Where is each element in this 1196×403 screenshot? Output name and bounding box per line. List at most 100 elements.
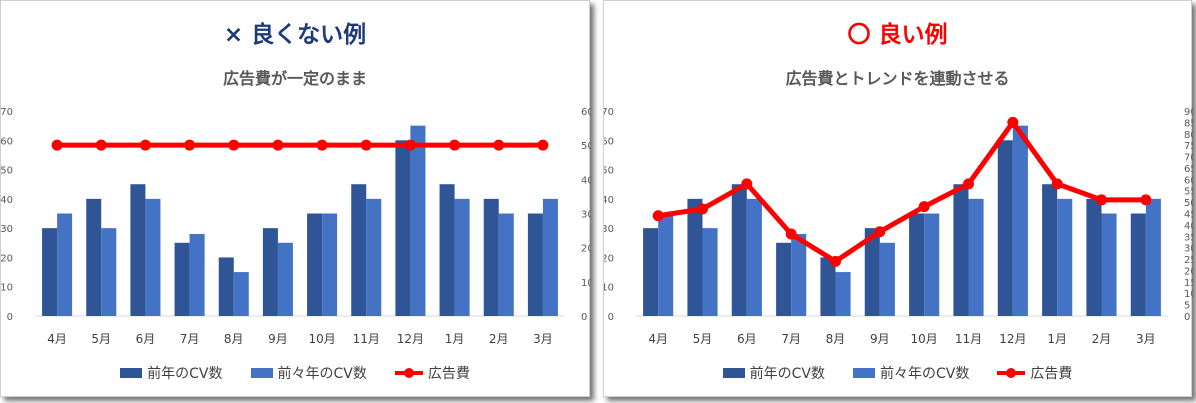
- ad-cost-point: [184, 139, 196, 151]
- chart-subtitle: 広告費とトレンドを連動させる: [785, 69, 1010, 88]
- ad-cost-point: [963, 178, 974, 190]
- y-tick-label: 0: [7, 312, 13, 323]
- x-tick-label: 7月: [180, 332, 200, 346]
- bar-prev-year: [1130, 213, 1146, 316]
- bar-two-years-ago: [1057, 198, 1073, 316]
- y2-tick-label: 20: [1184, 266, 1193, 277]
- x-tick-label: 8月: [826, 332, 846, 346]
- x-tick-label: 4月: [47, 332, 67, 346]
- legend-swatch-prev-year: [120, 368, 143, 378]
- x-tick-label: 12月: [397, 332, 424, 346]
- y2-tick-label: 10: [581, 278, 591, 289]
- ad-cost-point: [741, 178, 753, 190]
- bar-prev-year: [527, 213, 543, 316]
- bar-prev-year: [130, 184, 146, 316]
- x-tick-label: 10月: [308, 332, 335, 346]
- bar-two-years-ago: [454, 198, 470, 316]
- y-tick-label: 10: [1, 283, 13, 294]
- y2-tick-label: 65: [1184, 164, 1193, 175]
- y2-tick-label: 90: [1184, 107, 1193, 118]
- legend-label: 前々年のCV数: [880, 366, 970, 382]
- ad-cost-point: [272, 139, 284, 151]
- ad-cost-point: [1140, 194, 1152, 206]
- ad-cost-point: [316, 139, 328, 151]
- bar-prev-year: [687, 198, 703, 316]
- bar-two-years-ago: [498, 213, 514, 316]
- bar-line-chart: 0 10 20 30 40 50 60 70 0 10 20 30 40 50 60 4月 5月 6月 7月 8月 9月…: [1, 107, 591, 346]
- y2-tick-label: 60: [581, 107, 591, 118]
- bar-two-years-ago: [233, 272, 249, 316]
- bar-prev-year: [262, 228, 278, 316]
- bar-prev-year: [864, 228, 880, 316]
- bar-prev-year: [218, 257, 234, 316]
- y2-tick-label: 60: [1184, 175, 1193, 186]
- bar-two-years-ago: [189, 234, 205, 316]
- ad-cost-point: [1051, 178, 1063, 190]
- y2-tick-label: 0: [1184, 312, 1190, 323]
- bar-two-years-ago: [322, 213, 338, 316]
- bar-two-years-ago: [924, 213, 940, 316]
- bar-prev-year: [820, 257, 836, 316]
- y2-tick-label: 45: [1184, 210, 1193, 221]
- legend-item-two-years-ago: 前々年のCV数: [250, 363, 367, 383]
- ad-cost-point: [360, 139, 372, 151]
- chart-panel-bad-example: × 良くない例 広告費が一定のまま 0 10 20 30 40 50 60 70 0 10 20 30…: [0, 0, 591, 397]
- bar-two-years-ago: [1145, 198, 1161, 316]
- bar-two-years-ago: [1012, 125, 1028, 317]
- bar-two-years-ago: [366, 198, 382, 316]
- bar-two-years-ago: [101, 228, 117, 316]
- bar-two-years-ago: [879, 242, 895, 316]
- bar-prev-year: [776, 242, 792, 316]
- ad-cost-point: [228, 139, 240, 151]
- ad-cost-point: [830, 255, 841, 267]
- bar-two-years-ago: [57, 213, 73, 316]
- y2-tick-label: 30: [581, 210, 591, 221]
- bar-prev-year: [1042, 184, 1058, 316]
- bar-two-years-ago: [968, 198, 984, 316]
- y-tick-label: 60: [1, 136, 13, 147]
- y-tick-label: 30: [1, 224, 13, 235]
- chart-panel-good-example: 〇 良い例 広告費とトレンドを連動させる 0102030405060700510…: [603, 0, 1193, 397]
- bar-two-years-ago: [658, 213, 674, 316]
- ad-cost-point: [697, 203, 708, 215]
- y2-tick-label: 25: [1184, 255, 1193, 266]
- x-tick-label: 9月: [870, 332, 890, 346]
- y-tick-label: 50: [604, 166, 614, 177]
- legend-swatch-ad-cost: [997, 368, 1026, 378]
- x-tick-label: 1月: [1047, 332, 1067, 346]
- bar-prev-year: [997, 140, 1013, 316]
- y2-tick-label: 35: [1184, 232, 1193, 243]
- legend-label: 前年のCV数: [749, 366, 825, 382]
- y-tick-label: 20: [1, 253, 13, 264]
- bar-prev-year: [731, 184, 747, 316]
- bar-prev-year: [42, 228, 58, 316]
- y-tick-label: 0: [608, 312, 614, 323]
- bar-two-years-ago: [746, 198, 762, 316]
- legend-item-prev-year: 前年のCV数: [120, 363, 223, 383]
- legend-swatch-two-years-ago: [853, 368, 875, 378]
- x-tick-label: 6月: [136, 332, 156, 346]
- bar-two-years-ago: [1101, 213, 1117, 316]
- chart-legend: 前年のCV数 前々年のCV数 広告費: [604, 363, 1191, 383]
- ad-cost-line: [657, 119, 1146, 264]
- y-tick-label: 40: [604, 195, 614, 206]
- bar-line-chart: 0102030405060700510152025303540455055606…: [604, 107, 1193, 346]
- x-tick-label: 3月: [533, 332, 553, 346]
- x-tick-label: 8月: [224, 332, 244, 346]
- legend-label: 前々年のCV数: [277, 366, 367, 382]
- bar-two-years-ago: [791, 234, 807, 316]
- y2-tick-label: 85: [1184, 118, 1193, 129]
- x-tick-label: 5月: [693, 332, 713, 346]
- legend-item-two-years-ago: 前々年のCV数: [853, 363, 969, 383]
- ad-cost-point: [785, 228, 797, 240]
- y2-tick-label: 40: [1184, 221, 1193, 232]
- y-tick-label: 30: [604, 224, 614, 235]
- ad-cost-point: [918, 201, 930, 213]
- x-tick-label: 12月: [999, 332, 1026, 346]
- bar-prev-year: [351, 184, 367, 316]
- x-tick-label: 6月: [737, 332, 757, 346]
- x-tick-label: 2月: [489, 332, 509, 346]
- legend-item-prev-year: 前年のCV数: [722, 363, 825, 383]
- ad-cost-point: [1096, 194, 1107, 206]
- bad-example-heading: × 良くない例: [223, 22, 367, 48]
